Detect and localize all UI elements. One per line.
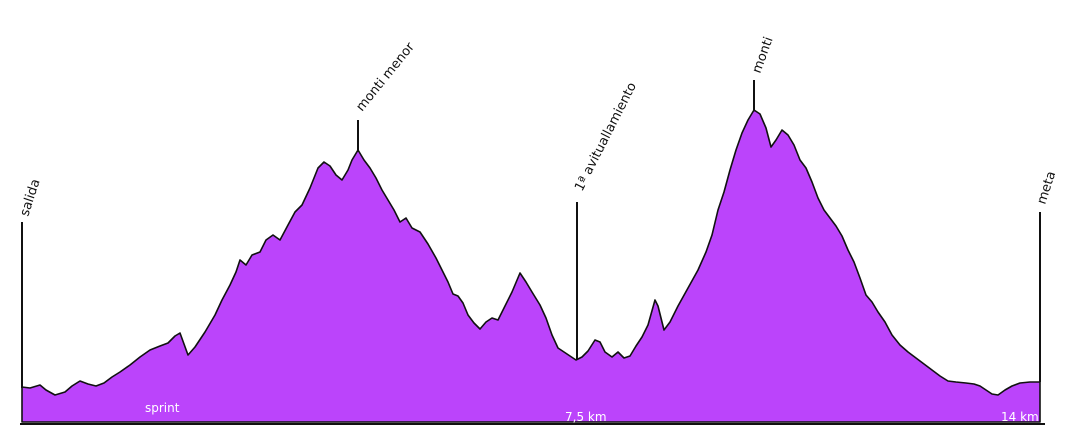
- marker-salida-label: salida: [18, 177, 44, 218]
- marker-meta-label: meta: [1035, 170, 1060, 207]
- marker-monti-menor: monti menor: [353, 39, 418, 150]
- mid-distance-label: 7,5 km: [565, 410, 607, 424]
- marker-meta: meta: [1035, 170, 1060, 382]
- marker-salida: salida: [18, 177, 44, 388]
- elevation-area: [21, 109, 1041, 423]
- sprint-label: sprint: [145, 401, 180, 415]
- marker-monti: monti: [750, 35, 777, 110]
- marker-monti-menor-label: monti menor: [353, 39, 418, 114]
- marker-avituallamiento-label: 1ª avituallamiento: [572, 80, 640, 194]
- marker-avituallamiento: 1ª avituallamiento: [572, 80, 640, 360]
- marker-monti-label: monti: [750, 35, 777, 75]
- end-distance-label: 14 km: [1001, 410, 1039, 424]
